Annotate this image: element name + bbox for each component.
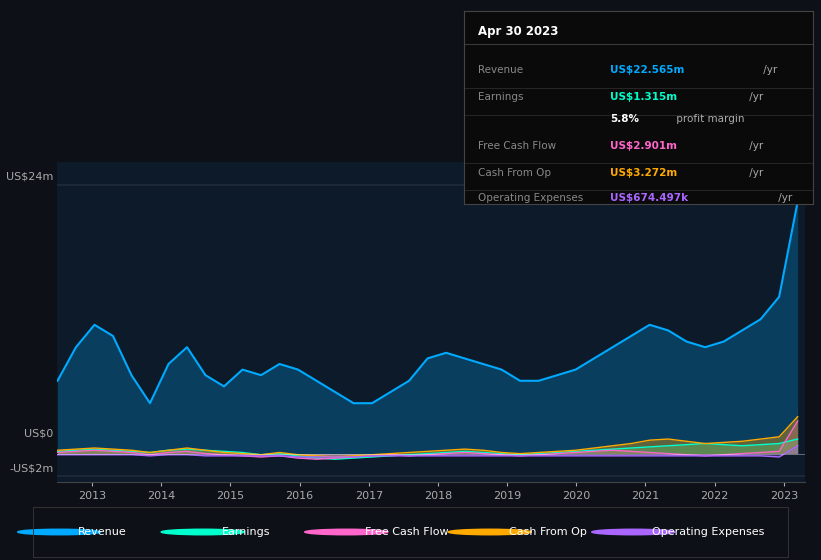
- Text: Earnings: Earnings: [222, 527, 270, 537]
- Text: Earnings: Earnings: [478, 92, 523, 102]
- Text: Operating Expenses: Operating Expenses: [478, 193, 583, 203]
- Circle shape: [592, 529, 675, 535]
- Circle shape: [18, 529, 101, 535]
- Text: Apr 30 2023: Apr 30 2023: [478, 25, 558, 38]
- Text: US$24m: US$24m: [6, 171, 53, 181]
- Text: Free Cash Flow: Free Cash Flow: [478, 141, 556, 151]
- Text: -US$2m: -US$2m: [9, 464, 53, 474]
- Text: Cash From Op: Cash From Op: [509, 527, 586, 537]
- Text: /yr: /yr: [745, 167, 763, 178]
- Text: US$22.565m: US$22.565m: [610, 66, 685, 75]
- Text: US$674.497k: US$674.497k: [610, 193, 689, 203]
- Text: Revenue: Revenue: [478, 66, 523, 75]
- Text: /yr: /yr: [760, 66, 777, 75]
- Text: US$0: US$0: [24, 429, 53, 439]
- Text: Free Cash Flow: Free Cash Flow: [365, 527, 449, 537]
- Circle shape: [305, 529, 388, 535]
- Text: /yr: /yr: [775, 193, 792, 203]
- Circle shape: [161, 529, 245, 535]
- Text: Revenue: Revenue: [78, 527, 127, 537]
- Text: US$3.272m: US$3.272m: [610, 167, 677, 178]
- Circle shape: [448, 529, 531, 535]
- Text: US$1.315m: US$1.315m: [610, 92, 677, 102]
- Text: US$2.901m: US$2.901m: [610, 141, 677, 151]
- Text: Cash From Op: Cash From Op: [478, 167, 551, 178]
- Text: /yr: /yr: [745, 141, 763, 151]
- Text: profit margin: profit margin: [672, 114, 744, 124]
- Text: 5.8%: 5.8%: [610, 114, 640, 124]
- Text: /yr: /yr: [745, 92, 763, 102]
- Text: Operating Expenses: Operating Expenses: [652, 527, 764, 537]
